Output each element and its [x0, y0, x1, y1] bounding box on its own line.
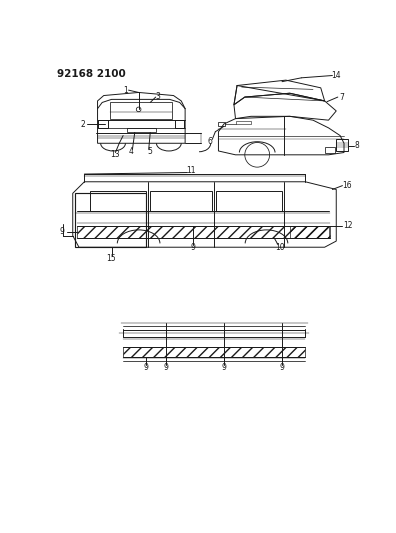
Text: 9: 9 — [221, 363, 226, 372]
Text: 15: 15 — [107, 254, 116, 263]
Text: 9: 9 — [163, 363, 168, 372]
Text: 4: 4 — [128, 147, 133, 156]
Text: 8: 8 — [355, 141, 360, 150]
Text: 9: 9 — [59, 227, 64, 236]
Text: 1: 1 — [123, 86, 128, 95]
Text: 16: 16 — [342, 181, 352, 190]
Text: 11: 11 — [186, 166, 195, 175]
Text: 7: 7 — [339, 93, 344, 102]
Text: 9: 9 — [144, 363, 149, 372]
Text: 12: 12 — [343, 221, 352, 230]
Text: 92168 2100: 92168 2100 — [57, 69, 126, 78]
Text: 5: 5 — [148, 147, 153, 156]
Text: 10: 10 — [276, 243, 285, 252]
Text: 6: 6 — [208, 137, 212, 146]
Text: 13: 13 — [110, 150, 120, 159]
Text: 2: 2 — [80, 119, 85, 128]
Text: 9: 9 — [190, 243, 195, 252]
Text: 14: 14 — [331, 71, 341, 80]
Text: 9: 9 — [280, 363, 284, 372]
Text: 3: 3 — [156, 92, 160, 101]
